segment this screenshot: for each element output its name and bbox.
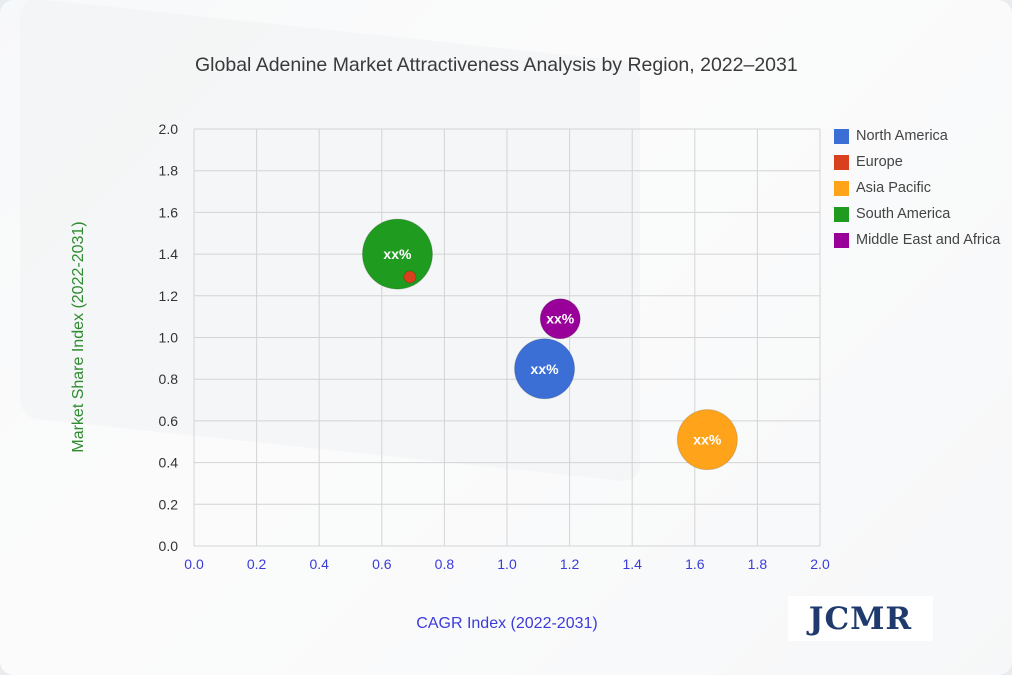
x-tick-label: 1.2 [560,556,580,572]
legend-label: Europe [856,154,903,170]
y-axis-ticks: 0.0 0.2 0.4 0.6 0.8 1.0 1.2 1.4 1.6 1.8 2.0 [159,121,179,554]
x-tick-label: 0.6 [372,556,392,572]
x-tick-label: 0.2 [247,556,267,572]
x-tick-label: 2.0 [810,556,830,572]
legend-swatch [834,181,849,196]
y-tick-label: 0.6 [159,413,179,429]
legend-swatch [834,129,849,144]
bubble-middle-east-and-africa[interactable] [539,298,581,340]
x-tick-label: 0.0 [184,556,204,572]
grid-lines [193,128,821,547]
legend-label: North America [856,128,948,144]
bubble-europe[interactable] [403,270,417,284]
legend-item-europe[interactable]: Europe [834,152,1004,173]
y-tick-label: 1.6 [159,204,179,220]
bubble-label-south-america: xx% [383,246,412,262]
chart-legend: North America Europe Asia Pacific South Ame… [834,126,1004,256]
bubble-asia-pacific[interactable] [676,409,738,471]
legend-label: Asia Pacific [856,180,931,196]
y-tick-label: 0.2 [159,496,179,512]
x-tick-label: 1.6 [685,556,705,572]
x-axis-ticks: 0.0 0.2 0.4 0.6 0.8 1.0 1.2 1.4 1.6 1.8 2.0 [184,556,830,572]
legend-swatch [834,207,849,222]
y-tick-label: 1.0 [159,330,179,346]
x-tick-label: 0.8 [435,556,455,572]
legend-swatch [834,233,849,248]
y-tick-label: 1.8 [159,163,179,179]
chart-title: Global Adenine Market Attractiveness Ana… [195,54,798,76]
x-axis-label: CAGR Index (2022-2031) [416,615,597,632]
y-tick-label: 1.4 [159,246,179,262]
legend-label: Middle East and Africa [856,232,1001,248]
legend-label: South America [856,206,951,222]
bubble-south-america[interactable] [361,218,433,290]
y-tick-label: 1.2 [159,288,179,304]
y-axis-label: Market Share Index (2022-2031) [70,221,87,452]
y-tick-label: 0.8 [159,371,179,387]
x-tick-label: 1.8 [748,556,768,572]
legend-item-middle-east-and-africa[interactable]: Middle East and Africa [834,230,1004,251]
legend-item-asia-pacific[interactable]: Asia Pacific [834,178,1004,199]
bubble-label-north-america: xx% [531,361,560,377]
logo-text: JCMR [808,600,913,637]
bubbles: xx% xx% xx% xx% [361,218,738,471]
legend-item-north-america[interactable]: North America [834,126,1004,147]
x-tick-label: 0.4 [309,556,329,572]
y-tick-label: 0.0 [159,538,179,554]
x-tick-label: 1.0 [497,556,517,572]
bubble-label-asia-pacific: xx% [693,432,722,448]
x-tick-label: 1.4 [622,556,642,572]
legend-item-south-america[interactable]: South America [834,204,1004,225]
y-tick-label: 2.0 [159,121,179,137]
jcmr-logo: JCMR [788,596,933,641]
bubble-label-middle-east-and-africa: xx% [546,311,575,327]
bubble-north-america[interactable] [514,338,576,400]
y-tick-label: 0.4 [159,455,179,471]
legend-swatch [834,155,849,170]
